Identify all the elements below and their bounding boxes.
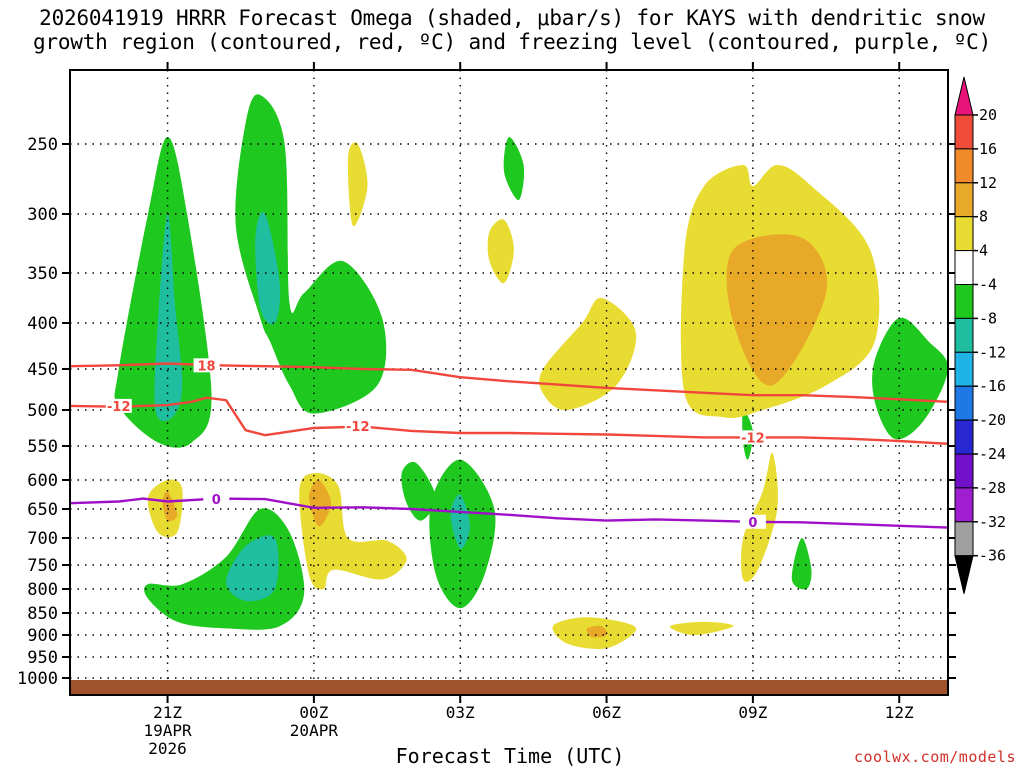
- y-tick-label-750: 750: [27, 556, 58, 576]
- colorbar: 20 16 12 8 4 -4 -8 -12 -16 -20 -24 -28 -32 -36: [954, 76, 1006, 594]
- colorbar-label-11: -28: [979, 479, 1006, 497]
- chart-title-line1: 2026041919 HRRR Forecast Omega (shaded, …: [39, 6, 985, 30]
- colorbar-box-7: [954, 351, 974, 387]
- contour-label-5: 0: [748, 516, 757, 531]
- omega-area-7: [450, 494, 470, 549]
- omega-area-24: [487, 219, 514, 284]
- omega-area-19: [162, 491, 178, 522]
- omega-area-15: [539, 297, 637, 411]
- omega-area-14: [726, 234, 828, 386]
- y-tick-label-250: 250: [27, 135, 58, 155]
- y-tick-label-650: 650: [27, 500, 58, 520]
- colorbar-box-8: [954, 385, 974, 421]
- colorbar-box-4: [954, 250, 974, 286]
- chart-title: 2026041919 HRRR Forecast Omega (shaded, …: [0, 6, 1024, 54]
- contour-label-0: 18: [198, 359, 216, 374]
- omega-area-21: [586, 625, 608, 638]
- y-tick-label-400: 400: [27, 314, 58, 334]
- colorbar-box-12: [954, 521, 974, 557]
- colorbar-box-11: [954, 487, 974, 523]
- y-tick-label-450: 450: [27, 360, 58, 380]
- colorbar-box-9: [954, 419, 974, 455]
- colorbar-box-1: [954, 148, 974, 184]
- contour-label-bg-0: [193, 358, 220, 373]
- omega-area-5: [226, 535, 279, 602]
- omega-fills: [114, 94, 948, 649]
- y-tick-label-500: 500: [27, 401, 58, 421]
- omega-area-9: [872, 317, 948, 440]
- omega-area-8: [401, 461, 436, 521]
- omega-area-3: [255, 212, 281, 325]
- colorbar-label-6: -8: [979, 309, 997, 327]
- y-tick-label-600: 600: [27, 471, 58, 491]
- contour-label-bg-4: [203, 492, 230, 507]
- contour-label-bg-1: [105, 398, 132, 413]
- colorbar-label-1: 16: [979, 140, 997, 158]
- omega-area-22: [669, 621, 734, 635]
- colorbar-box-6: [954, 317, 974, 353]
- x-axis-label: Forecast Time (UTC): [395, 744, 625, 768]
- colorbar-label-5: -4: [979, 276, 997, 294]
- plot-frame: [69, 69, 949, 696]
- y-tick-label-350: 350: [27, 264, 58, 284]
- x-tick-label-5-0: 12Z: [885, 703, 914, 722]
- colorbar-label-0: 20: [979, 106, 997, 124]
- credit-text: coolwx.com/models: [853, 748, 1016, 766]
- colorbar-top-arrow: [954, 76, 974, 116]
- colorbar-label-12: -32: [979, 513, 1006, 531]
- y-tick-label-1000: 1000: [17, 669, 58, 689]
- colorbar-label-7: -12: [979, 343, 1006, 361]
- colorbar-label-8: -16: [979, 377, 1006, 395]
- colorbar-box-0: [954, 114, 974, 150]
- colorbar-box-5: [954, 284, 974, 319]
- colorbar-label-10: -24: [979, 445, 1006, 463]
- omega-area-2: [235, 94, 387, 414]
- axes: 2503003504004505005506006507007508008509…: [17, 62, 956, 758]
- x-tick-label-2-0: 03Z: [446, 703, 475, 722]
- x-tick-label-1-1: 20APR: [290, 721, 339, 740]
- contour-label-2: -12: [346, 420, 370, 435]
- x-tick-label-1-0: 00Z: [299, 703, 328, 722]
- colorbar-box-2: [954, 182, 974, 218]
- contour-label-bg-3: [739, 430, 766, 445]
- colorbar-label-3: 8: [979, 208, 988, 226]
- omega-area-12: [791, 537, 812, 590]
- x-tick-label-0-1: 19APR: [143, 721, 192, 740]
- y-tick-label-300: 300: [27, 205, 58, 225]
- x-tick-label-0-2: 2026: [148, 739, 187, 758]
- x-tick-label-0-0: 21Z: [153, 703, 182, 722]
- x-tick-label-3-0: 06Z: [592, 703, 621, 722]
- omega-area-10: [503, 136, 525, 201]
- colorbar-label-4: 4: [979, 242, 988, 260]
- y-tick-label-550: 550: [27, 437, 58, 457]
- contour-label-bg-5: [739, 514, 766, 529]
- omega-area-25: [347, 142, 368, 227]
- contour-line-2: [70, 497, 948, 529]
- y-tick-label-850: 850: [27, 604, 58, 624]
- colorbar-label-13: -36: [979, 547, 1006, 565]
- y-tick-label-700: 700: [27, 529, 58, 549]
- omega-area-17: [309, 479, 331, 527]
- y-tick-label-900: 900: [27, 626, 58, 646]
- surface-band: [70, 680, 948, 695]
- chart-title-line2: growth region (contoured, red, ºC) and f…: [32, 30, 992, 54]
- contour-label-bg-2: [344, 418, 371, 433]
- colorbar-label-2: 12: [979, 174, 997, 192]
- colorbar-bottom-arrow: [954, 555, 974, 594]
- surface-ground: [70, 680, 948, 695]
- x-tick-label-4-0: 09Z: [738, 703, 767, 722]
- colorbar-box-10: [954, 453, 974, 489]
- colorbar-label-9: -20: [979, 411, 1006, 429]
- y-tick-label-800: 800: [27, 580, 58, 600]
- contour-label-1: -12: [107, 400, 131, 415]
- contour-line-1: [70, 396, 948, 445]
- isotherm-contours: 18 -12 -12 -12 0 0: [70, 358, 948, 531]
- y-tick-label-950: 950: [27, 648, 58, 668]
- colorbar-box-3: [954, 216, 974, 252]
- contour-label-4: 0: [212, 493, 221, 508]
- contour-label-3: -12: [741, 431, 765, 446]
